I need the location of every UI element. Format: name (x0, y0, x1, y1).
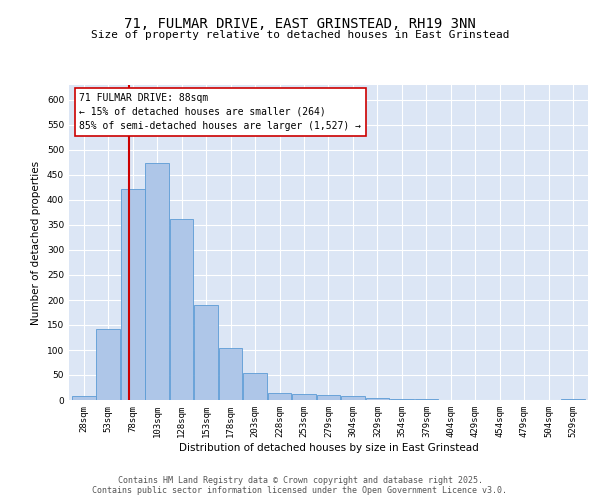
Text: 71, FULMAR DRIVE, EAST GRINSTEAD, RH19 3NN: 71, FULMAR DRIVE, EAST GRINSTEAD, RH19 3… (124, 18, 476, 32)
Text: Size of property relative to detached houses in East Grinstead: Size of property relative to detached ho… (91, 30, 509, 40)
Bar (562, 398, 585, 400)
Text: 71 FULMAR DRIVE: 88sqm
← 15% of detached houses are smaller (264)
85% of semi-de: 71 FULMAR DRIVE: 88sqm ← 15% of detached… (79, 93, 361, 131)
Bar (72, 396, 95, 400)
Bar (170, 219, 193, 400)
X-axis label: Distribution of detached houses by size in East Grinstead: Distribution of detached houses by size … (179, 442, 478, 452)
Bar (194, 304, 218, 400)
Bar (292, 394, 316, 400)
Bar (390, 399, 414, 400)
Bar (121, 189, 145, 400)
Bar (365, 398, 389, 400)
Bar (268, 392, 292, 400)
Bar (243, 373, 267, 400)
Bar (415, 399, 438, 400)
Bar (341, 396, 365, 400)
Bar (219, 348, 242, 400)
Text: Contains HM Land Registry data © Crown copyright and database right 2025.
Contai: Contains HM Land Registry data © Crown c… (92, 476, 508, 495)
Bar (317, 395, 340, 400)
Y-axis label: Number of detached properties: Number of detached properties (31, 160, 41, 324)
Bar (145, 164, 169, 400)
Bar (96, 329, 120, 400)
